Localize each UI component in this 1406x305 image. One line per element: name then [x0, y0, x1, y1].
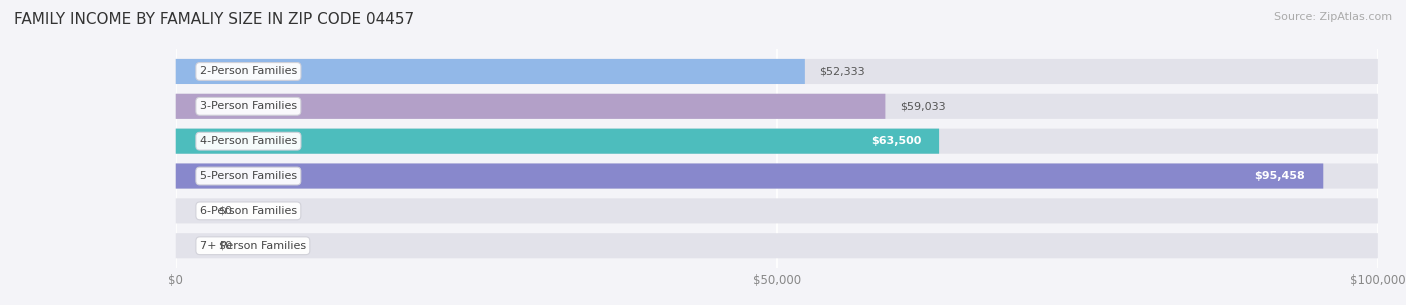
Text: 7+ Person Families: 7+ Person Families — [200, 241, 307, 251]
Text: Source: ZipAtlas.com: Source: ZipAtlas.com — [1274, 12, 1392, 22]
Text: $0: $0 — [218, 241, 232, 251]
FancyBboxPatch shape — [176, 198, 1378, 224]
FancyBboxPatch shape — [176, 59, 804, 84]
Text: 3-Person Families: 3-Person Families — [200, 101, 297, 111]
Text: 2-Person Families: 2-Person Families — [200, 66, 297, 77]
Text: 5-Person Families: 5-Person Families — [200, 171, 297, 181]
FancyBboxPatch shape — [176, 129, 1378, 154]
FancyBboxPatch shape — [176, 163, 1378, 188]
FancyBboxPatch shape — [176, 94, 886, 119]
FancyBboxPatch shape — [176, 59, 1378, 84]
FancyBboxPatch shape — [176, 163, 1323, 188]
FancyBboxPatch shape — [176, 94, 1378, 119]
FancyBboxPatch shape — [176, 233, 1378, 258]
Text: 6-Person Families: 6-Person Families — [200, 206, 297, 216]
Text: FAMILY INCOME BY FAMALIY SIZE IN ZIP CODE 04457: FAMILY INCOME BY FAMALIY SIZE IN ZIP COD… — [14, 12, 415, 27]
Text: $52,333: $52,333 — [820, 66, 865, 77]
Text: $59,033: $59,033 — [900, 101, 945, 111]
Text: $95,458: $95,458 — [1254, 171, 1305, 181]
Text: $0: $0 — [218, 206, 232, 216]
Text: 4-Person Families: 4-Person Families — [200, 136, 297, 146]
FancyBboxPatch shape — [176, 129, 939, 154]
Text: $63,500: $63,500 — [870, 136, 921, 146]
